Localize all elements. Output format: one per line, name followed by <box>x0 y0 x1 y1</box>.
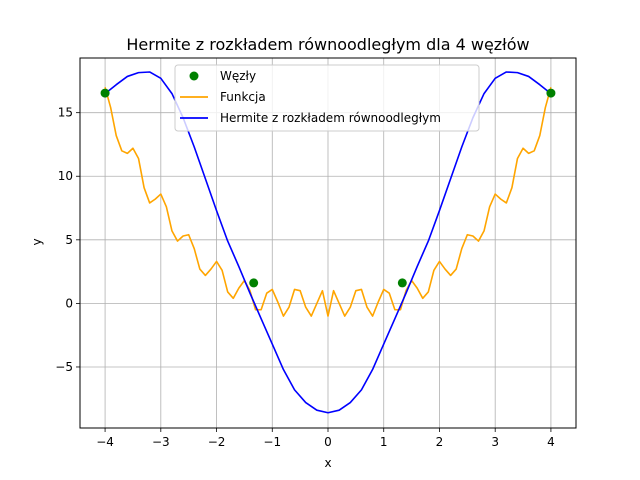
x-tick-label: 2 <box>436 435 444 449</box>
node-point <box>249 278 259 288</box>
x-tick-label: −2 <box>208 435 226 449</box>
y-tick-label: 0 <box>65 296 73 310</box>
x-axis-label: x <box>324 456 331 470</box>
x-tick-label: −1 <box>263 435 281 449</box>
x-tick-label: 0 <box>324 435 332 449</box>
x-ticks: −4 −3 −2 −1 0 1 2 3 4 <box>96 428 555 449</box>
x-tick-label: 3 <box>491 435 499 449</box>
legend: Węzły Funkcja Hermite z rozkładem równoo… <box>174 64 480 132</box>
legend-label-funkcja: Funkcja <box>220 90 266 104</box>
x-tick-label: −4 <box>96 435 114 449</box>
node-point <box>546 88 556 98</box>
legend-label-wezly: Węzły <box>220 69 256 83</box>
y-tick-label: 5 <box>65 233 73 247</box>
y-tick-label: 15 <box>58 106 73 120</box>
node-point <box>100 88 110 98</box>
y-tick-label: −5 <box>55 360 73 374</box>
legend-label-hermite: Hermite z rozkładem równoodległym <box>220 111 441 125</box>
series-line-funkcja <box>104 87 552 317</box>
legend-box <box>174 64 480 132</box>
x-tick-label: −3 <box>152 435 170 449</box>
node-point <box>397 278 407 288</box>
y-ticks: −5 0 5 10 15 <box>55 106 80 374</box>
y-axis-label: y <box>30 238 44 245</box>
y-tick-label: 10 <box>58 169 73 183</box>
legend-marker-wezly <box>189 71 199 81</box>
x-tick-label: 4 <box>547 435 555 449</box>
x-tick-label: 1 <box>380 435 388 449</box>
chart-title: Hermite z rozkładem równoodległym dla 4 … <box>126 35 529 54</box>
